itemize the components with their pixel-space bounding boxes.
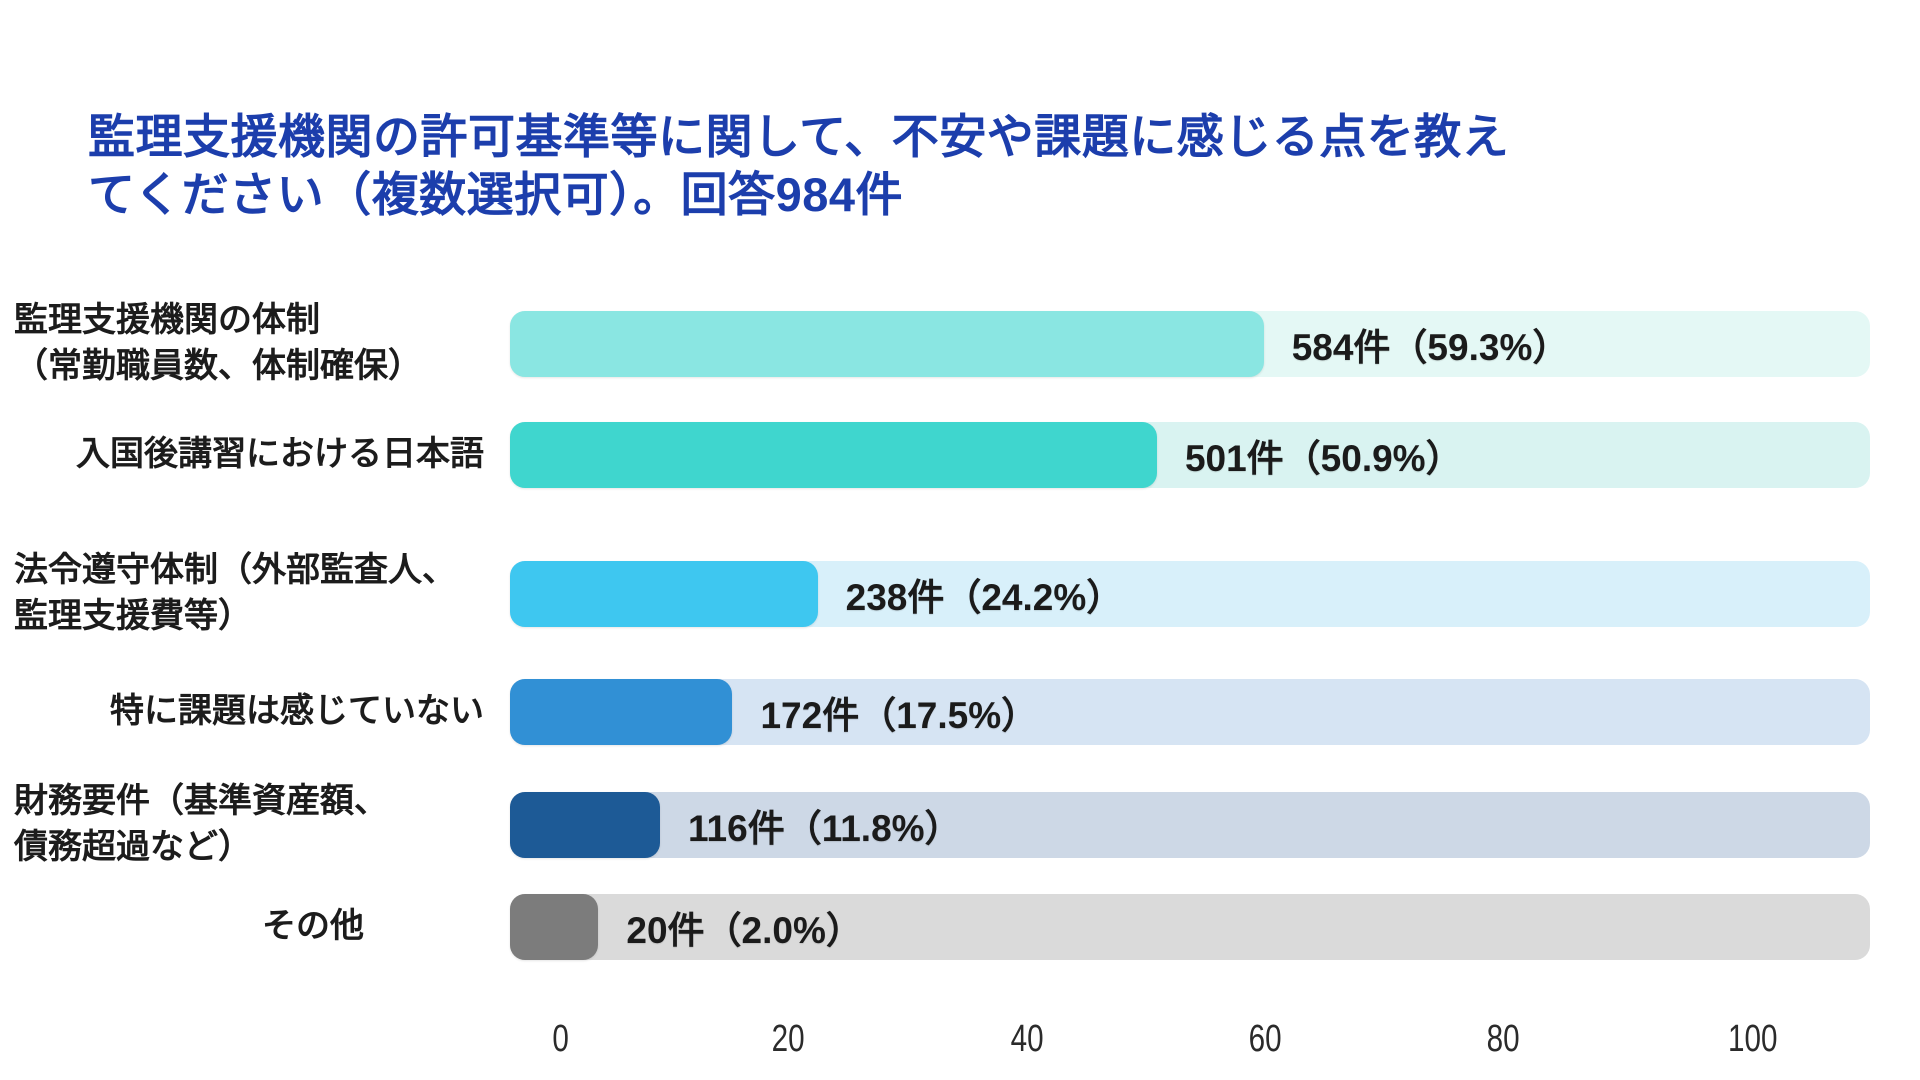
bar-fill bbox=[510, 679, 733, 745]
bar-track: 238件（24.2%） bbox=[510, 561, 1870, 627]
x-axis-tick: 40 bbox=[1010, 1018, 1044, 1060]
bar-track: 501件（50.9%） bbox=[510, 422, 1870, 488]
category-label-line1: 監理支援機関の体制 bbox=[14, 301, 320, 340]
bar-row: 入国後講習における日本語 501件（50.9%） bbox=[0, 419, 1870, 491]
category-label-line1: 法令遵守体制（外部監査人、 bbox=[14, 551, 456, 590]
bar-value-label: 501件（50.9%） bbox=[1184, 438, 1463, 479]
bar-track: 20件（2.0%） bbox=[510, 894, 1870, 960]
bar-fill bbox=[510, 311, 1264, 377]
bar-chart: 監理支援機関の体制 （常勤職員数、体制確保） 584件（59.3%） 入国後講習… bbox=[0, 301, 1870, 963]
category-label-line2: （常勤職員数、体制確保） bbox=[14, 347, 422, 385]
x-axis-tick: 80 bbox=[1486, 1018, 1520, 1060]
bar-fill bbox=[510, 422, 1157, 488]
bar-row: 監理支援機関の体制 （常勤職員数、体制確保） 584件（59.3%） bbox=[0, 301, 1870, 385]
bar-track: 172件（17.5%） bbox=[510, 679, 1870, 745]
bar-track: 584件（59.3%） bbox=[510, 311, 1870, 377]
x-axis-tick: 20 bbox=[771, 1018, 805, 1060]
category-label: 法令遵守体制（外部監査人、 監理支援費等） bbox=[0, 548, 490, 639]
bar-row: 法令遵守体制（外部監査人、 監理支援費等） 238件（24.2%） bbox=[0, 551, 1870, 635]
chart-title-line1: 監理支援機関の許可基準等に関して、不安や課題に感じる点を教え bbox=[88, 110, 1510, 163]
category-label-line1: 入国後講習における日本語 bbox=[76, 435, 484, 474]
x-axis: 0 20 40 60 80 100 bbox=[510, 1018, 1830, 1061]
category-label-line1: 財務要件（基準資産額、 bbox=[14, 782, 388, 821]
category-label: その他 bbox=[0, 904, 490, 950]
bar-track: 116件（11.8%） bbox=[510, 792, 1870, 858]
bar-fill bbox=[510, 894, 599, 960]
category-label-line2: 監理支援費等） bbox=[14, 597, 252, 635]
bar-row: 特に課題は感じていない 172件（17.5%） bbox=[0, 676, 1870, 748]
x-axis-tick: 60 bbox=[1248, 1018, 1282, 1060]
bar-value-label: 172件（17.5%） bbox=[760, 695, 1039, 736]
bar-row: 財務要件（基準資産額、 債務超過など） 116件（11.8%） bbox=[0, 782, 1870, 866]
category-label: 入国後講習における日本語 bbox=[0, 432, 490, 478]
bar-value-label: 584件（59.3%） bbox=[1291, 327, 1570, 368]
bar-value-label: 20件（2.0%） bbox=[626, 910, 863, 951]
x-axis-tick: 0 bbox=[552, 1018, 569, 1060]
bar-row: その他 20件（2.0%） bbox=[0, 891, 1870, 963]
category-label-line1: 特に課題は感じていない bbox=[110, 692, 484, 731]
bar-value-label: 116件（11.8%） bbox=[688, 808, 962, 849]
category-label: 特に課題は感じていない bbox=[0, 689, 490, 735]
bar-fill bbox=[510, 561, 818, 627]
category-label-line2: 債務超過など） bbox=[14, 828, 252, 866]
x-axis-tick: 100 bbox=[1727, 1018, 1778, 1060]
chart-title: 監理支援機関の許可基準等に関して、不安や課題に感じる点を教え てください（複数選… bbox=[88, 108, 1548, 224]
category-label: 監理支援機関の体制 （常勤職員数、体制確保） bbox=[0, 298, 490, 389]
category-label: 財務要件（基準資産額、 債務超過など） bbox=[0, 779, 490, 870]
bar-fill bbox=[510, 792, 660, 858]
category-label-line1: その他 bbox=[262, 907, 364, 946]
bar-value-label: 238件（24.2%） bbox=[845, 577, 1124, 618]
chart-title-line2: てください（複数選択可）。回答984件 bbox=[88, 167, 904, 221]
